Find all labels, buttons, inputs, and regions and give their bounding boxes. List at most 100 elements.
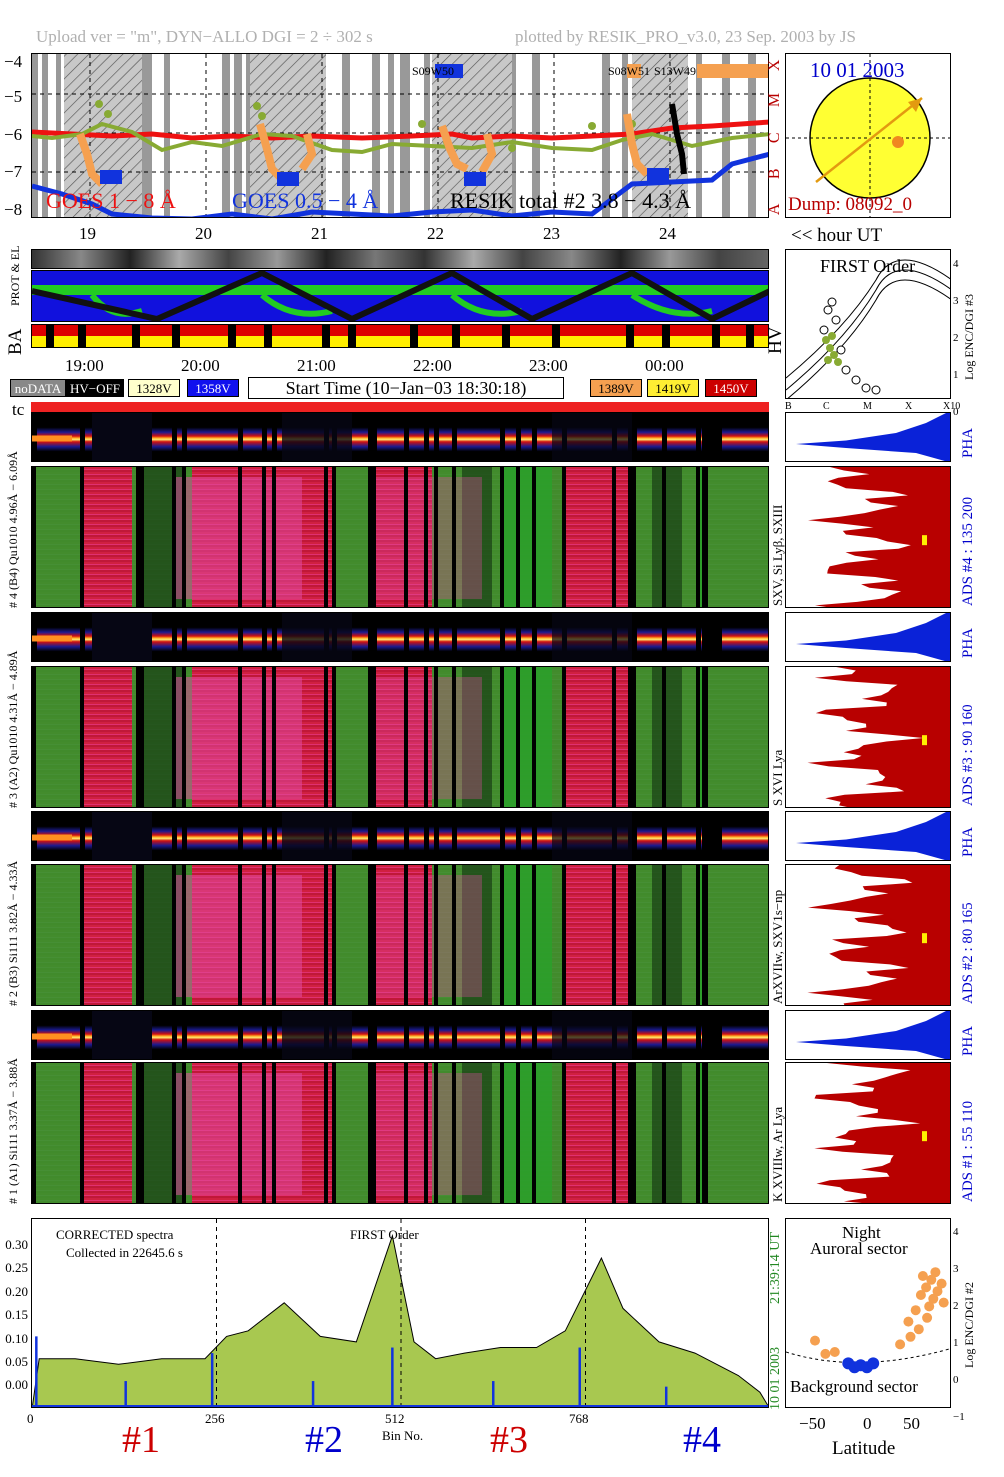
spectrum-xlabel: Bin No. [382,1428,424,1443]
resik-total-label: RESIK total #2 3.8 − 4.3 Å [450,188,691,213]
pha-histogram-2 [785,811,951,861]
day-ticks: 19 20 21 22 23 24 [79,224,676,243]
line-label-4: SXV, Si Lyβ, SXIII [770,504,785,606]
prot-el-strip [31,249,769,269]
spectrum-center-label: FIRST Order [350,1227,419,1242]
auroral-point [915,1290,926,1300]
auroral-point [810,1335,820,1346]
legend-1450v: 1450V [705,379,757,397]
auroral-point [924,1301,935,1312]
pha-spectrogram-3 [31,612,769,662]
auroral-point [895,1339,906,1350]
pha-spectrogram-1 [31,1010,769,1060]
auroral-point [903,1316,914,1327]
ads-spectrogram-1 [31,1062,769,1204]
auroral-point [938,1297,949,1308]
upload-version-text: Upload ver = "m", DYN−ALLO DGI = 2 ÷ 302… [36,27,373,46]
tc-strip [31,402,769,412]
auroral-point [829,1347,840,1357]
spectrum-time: 21:39:14 UT [768,1232,783,1304]
segment-3: #3 [490,1419,528,1461]
pha-label-2: PHA [960,826,976,857]
line-label-1: K XVIIIw, Ar Lya [770,1106,785,1202]
channel-label-3: # 3 (A2) Qu1010 4.31Å − 4.89Å [6,650,20,808]
hv-label: HV [765,326,786,354]
auroral-point [932,1286,943,1297]
channel-label-2: # 2 (B3) Si111 3.82Å − 4.33Å [6,860,20,1006]
sun-dump: Dump: 08092_0 [788,194,913,215]
goes-054-line [32,151,768,217]
spectrum-note-2: Collected in 22645.6 s [66,1245,183,1260]
plotted-by-text: plotted by RESIK_PRO_v3.0, 23 Sep. 2003 … [515,27,856,46]
ads-histogram-1 [785,1062,951,1204]
legend-nodata: noDATA [10,379,66,397]
goes-class-labels: X M C B A [766,59,784,216]
spectrum-yticks: 0.30 0.25 0.20 0.15 0.10 0.05 0.00 [5,1237,28,1393]
auroral-sector-label: Auroral sector [810,1239,908,1258]
ads-label-3: ADS #3 : 90 160 [960,704,976,806]
pha-label-4: PHA [960,427,976,458]
sun-date: 10 01 2003 [810,58,905,82]
latitude-yticks: 4 3 2 1 0 −1 [953,1226,965,1423]
first-order-ylabel: Log ENC/DGI #3 [962,294,976,380]
legend-1389v: 1389V [590,379,642,397]
marker-s09w50: S09W50 [412,64,454,78]
legend-1328v: 1328V [128,379,180,397]
ads-histogram-3 [785,666,951,808]
auroral-point [921,1282,932,1293]
background-point [867,1357,880,1370]
spectrum-date: 10 01 2003 [768,1347,783,1410]
ads-spectrogram-2 [31,864,769,1006]
auroral-point [922,1312,933,1323]
pha-histogram-4 [785,412,951,462]
marker-s13w49: S13W49 [654,64,696,78]
auroral-point [926,1274,937,1285]
ads-label-4: ADS #4 : 135 200 [960,496,976,606]
line-label-3: S XVI Lya [770,749,785,806]
spectrum-note-1: CORRECTED spectra [56,1227,174,1242]
segment-2: #2 [305,1419,343,1461]
marker-s08w51: S08W51 [608,64,650,78]
legend-1419v: 1419V [647,379,699,397]
background-sector-label: Background sector [790,1377,918,1396]
hour-ut-label: << hour UT [791,225,883,246]
start-time-box: Start Time (10−Jan−03 18:30:18) [248,377,564,399]
pha-histogram-3 [785,612,951,662]
latitude-ylabel: Log ENC/DGI #2 [962,1282,976,1368]
latitude-xlabel: Latitude [832,1438,896,1459]
pha-spectrogram-2 [31,811,769,861]
latitude-panel: Night Auroral sector Background sector [785,1218,951,1408]
auroral-point [910,1305,921,1316]
ba-strip [31,324,769,348]
auroral-point [917,1271,928,1281]
legend-1358v: 1358V [187,379,239,397]
ads-label-2: ADS #2 : 80 165 [960,902,976,1004]
auroral-point [936,1278,947,1289]
line-label-2: ArXVIIw, SXV1s−np [770,889,785,1004]
auroral-point [930,1267,941,1278]
night-label: Night [842,1223,881,1242]
auroral-point [913,1324,924,1335]
sun-disk-panel: 10 01 2003 Dump: 08092_0 [785,53,951,218]
orbit-strip [31,270,769,322]
channel-label-4: # 4 (B4) Qu1010 4.96Å − 6.09Å [6,451,20,608]
pha-spectrogram-4 [31,412,769,462]
first-order-title: FIRST Order [820,256,916,276]
ads-histogram-4 [785,466,951,608]
time-ticks: 19:00 20:00 21:00 22:00 23:00 00:00 [65,356,684,375]
ads-histogram-2 [785,864,951,1006]
auroral-point [928,1293,939,1304]
auroral-point [820,1348,831,1359]
prot-el-label: PROT & EL [8,245,22,306]
goes-054-label: GOES 0.5 − 4 Å [232,188,379,213]
first-order-panel: FIRST Order [785,249,951,399]
pha-label-1: PHA [960,1025,976,1056]
ads-label-1: ADS #1 : 55 110 [960,1100,976,1202]
pha-label-3: PHA [960,627,976,658]
pha-histogram-1 [785,1010,951,1060]
channel-label-1: # 1 (A1) Si111 3.37Å − 3.88Å [6,1058,20,1204]
corrected-spectrum-plot: CORRECTED spectra Collected in 22645.6 s… [31,1218,769,1408]
ads-spectrogram-3 [31,666,769,808]
goes-lightcurve-plot: S09W50 S08W51 S13W49 GOES 1 − 8 Å GOES 0… [31,53,769,218]
